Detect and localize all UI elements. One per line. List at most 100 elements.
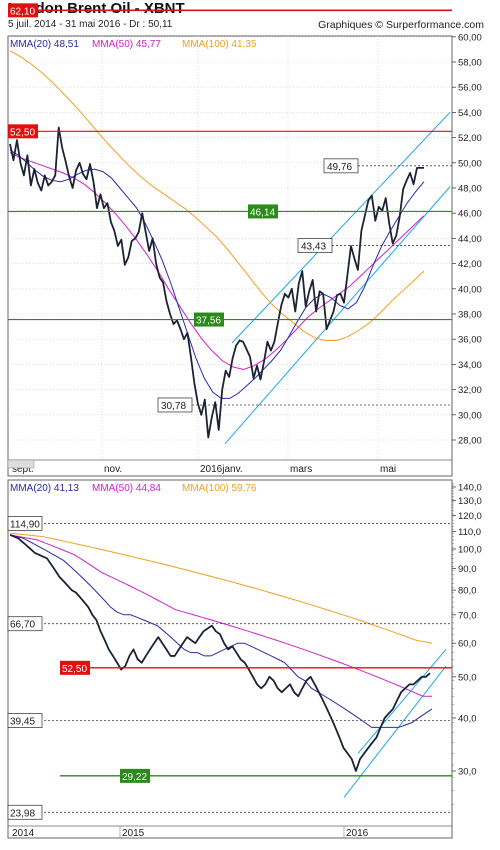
bottom-xtick-label: 2016 — [346, 828, 369, 839]
bottom-annotation-text: 66,70 — [10, 620, 35, 631]
bottom-level-label-text: 52,50 — [62, 664, 87, 675]
bottom-ytick-label: 140,0 — [458, 483, 482, 494]
top-ytick-label: 50,00 — [458, 158, 482, 169]
top-scrollbar-thumb — [7, 459, 35, 469]
top-level-label-text: 52,50 — [10, 127, 35, 138]
top-annotation-text: 43,43 — [301, 242, 326, 253]
bottom-level-label-text: 29,22 — [122, 772, 147, 783]
top-legend: MMA(20) 48,51 MMA(50) 45,77 MMA(100) 41,35 — [10, 39, 257, 50]
bottom-level-label-box — [60, 660, 90, 675]
bottom-annotation: 23,98 — [7, 804, 43, 820]
top-ytick-label: 40,00 — [458, 284, 482, 295]
bottom-annotation-box — [7, 804, 43, 820]
bottom-level-label: 52,50 — [60, 660, 90, 675]
bottom-legend-item: MMA(100) 59,76 — [182, 483, 257, 494]
top-ytick-label: 54,00 — [458, 108, 482, 119]
top-annotation-box — [297, 238, 333, 253]
top-plot-frame — [7, 35, 453, 477]
top-annotation: 49,76 — [323, 158, 359, 174]
top-ytick-label: 44,00 — [458, 234, 482, 245]
top-ytick-label: 30,00 — [458, 410, 482, 421]
top-level-label: 52,50 — [8, 124, 38, 139]
top-ytick-label: 58,00 — [458, 58, 482, 69]
top-channel-lower — [224, 186, 451, 445]
bottom-legend-item: MMA(20) 41,13 — [10, 483, 79, 494]
top-level-label: 37,56 — [194, 312, 224, 327]
bottom-ytick-label: 90,0 — [458, 564, 477, 575]
top-xtick-label: mai — [380, 464, 396, 475]
page-title: London Brent Oil - XBNT — [8, 0, 185, 17]
top-level-label-box — [8, 3, 38, 18]
top-annotation-text: 30,78 — [161, 401, 186, 412]
top-level-label-text: 37,56 — [196, 316, 221, 327]
bottom-xtick-label: 2014 — [12, 828, 35, 839]
bottom-mma50-line — [9, 534, 432, 697]
bottom-ytick-label: 50,0 — [458, 672, 477, 683]
bottom-channel-upper — [357, 649, 447, 754]
date-range-subtitle: 5 juil. 2014 - 31 mai 2016 - Dr : 50,11 — [8, 19, 173, 30]
top-ytick-label: 60,00 — [458, 32, 482, 43]
top-legend-item: MMA(50) 45,77 — [92, 39, 161, 50]
top-ytick-label: 42,00 — [458, 259, 482, 270]
bottom-ytick-label: 60,0 — [458, 639, 477, 650]
bottom-ytick-label: 100,0 — [458, 545, 482, 556]
top-ytick-label: 48,00 — [458, 184, 482, 195]
top-annotation-text: 49,76 — [327, 162, 352, 173]
bottom-legend: MMA(20) 41,13 MMA(50) 44,84 MMA(100) 59,76 — [10, 483, 257, 494]
bottom-ytick-label: 30,0 — [458, 767, 477, 778]
top-ytick-label: 28,00 — [458, 436, 482, 447]
bottom-annotation-text: 23,98 — [10, 808, 35, 819]
bottom-ytick-label: 120,0 — [458, 511, 482, 522]
bottom-annotation: 114,90 — [7, 516, 43, 531]
top-annotation: 43,43 — [297, 238, 333, 253]
top-ytick-label: 56,00 — [458, 83, 482, 94]
top-ytick-label: 38,00 — [458, 310, 482, 321]
top-ytick-label: 34,00 — [458, 360, 482, 371]
bottom-ytick-label: 80,0 — [458, 586, 477, 597]
bottom-level-label: 29,22 — [120, 768, 150, 783]
bottom-plot-frame — [7, 479, 453, 839]
top-level-label: 62,10 — [8, 3, 38, 17]
bottom-annotation-text: 114,90 — [10, 519, 40, 530]
top-ytick-label: 46,00 — [458, 209, 482, 220]
top-annotation-box — [323, 158, 359, 174]
top-xtick-label: mars — [290, 464, 312, 475]
top-annotation-box — [157, 397, 193, 413]
top-mma50-line — [9, 152, 425, 370]
top-mma100-line — [9, 50, 425, 341]
top-mma20-line — [9, 149, 425, 399]
top-legend-item: MMA(100) 41,35 — [182, 39, 257, 50]
bottom-mma100-line — [9, 532, 433, 644]
top-xtick-label: sept. — [12, 464, 34, 475]
top-legend-item: MMA(20) 48,51 — [10, 39, 79, 50]
top-level-label: 46,14 — [248, 204, 278, 219]
top-ytick-label: 32,00 — [458, 385, 482, 396]
bottom-annotation: 39,45 — [7, 713, 43, 728]
bottom-annotation-text: 39,45 — [10, 717, 35, 728]
top-level-label-box — [248, 204, 278, 219]
bottom-annotation: 66,70 — [7, 616, 43, 632]
bottom-ytick-label: 110,0 — [458, 527, 481, 538]
top-price-line — [9, 126, 424, 439]
bottom-ytick-label: 70,0 — [458, 610, 477, 621]
top-level-label-text: 46,14 — [250, 207, 275, 218]
top-ytick-label: 36,00 — [458, 335, 482, 346]
bottom-annotation-box — [7, 616, 43, 632]
bottom-price-line — [9, 534, 431, 772]
bottom-annotation-box — [7, 516, 43, 531]
top-channel-upper — [231, 112, 451, 344]
bottom-annotation-box — [7, 713, 43, 728]
bottom-legend-item: MMA(50) 44,84 — [92, 483, 161, 494]
bottom-level-label-box — [120, 768, 150, 783]
bottom-xtick-label: 2015 — [122, 828, 145, 839]
top-annotation: 30,78 — [157, 397, 193, 413]
top-xtick-label: nov. — [104, 464, 122, 475]
top-level-label-box — [194, 312, 224, 327]
top-xtick-label: 2016janv. — [200, 464, 243, 475]
top-ytick-label: 52,00 — [458, 133, 482, 144]
top-level-label-text: 62,10 — [10, 6, 35, 17]
bottom-ytick-label: 40,0 — [458, 713, 477, 724]
top-level-label-box — [8, 124, 38, 139]
source-credit: Graphiques © Surperformance.com — [318, 19, 484, 31]
